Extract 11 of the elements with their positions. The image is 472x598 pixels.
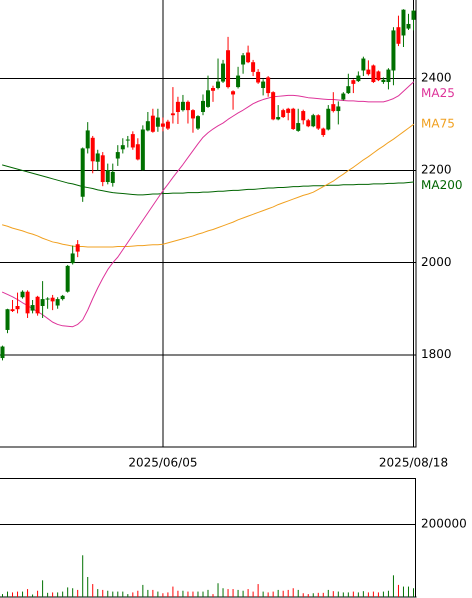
series-label: MA200 <box>421 178 462 192</box>
y-tick-label: 1800 <box>421 346 452 361</box>
series-label: MA75 <box>421 116 455 131</box>
y-tick-label: 2400 <box>421 70 452 84</box>
y-tick-label: 2200 <box>421 162 452 177</box>
x-tick-label: 2025/06/05 <box>128 455 198 470</box>
y-tick-label: 2000 <box>421 254 452 269</box>
candlestick <box>126 136 130 148</box>
text: 200000 <box>421 516 467 531</box>
series-label: MA25 <box>421 86 455 100</box>
x-tick-label: 2025/08/18 <box>378 455 448 470</box>
